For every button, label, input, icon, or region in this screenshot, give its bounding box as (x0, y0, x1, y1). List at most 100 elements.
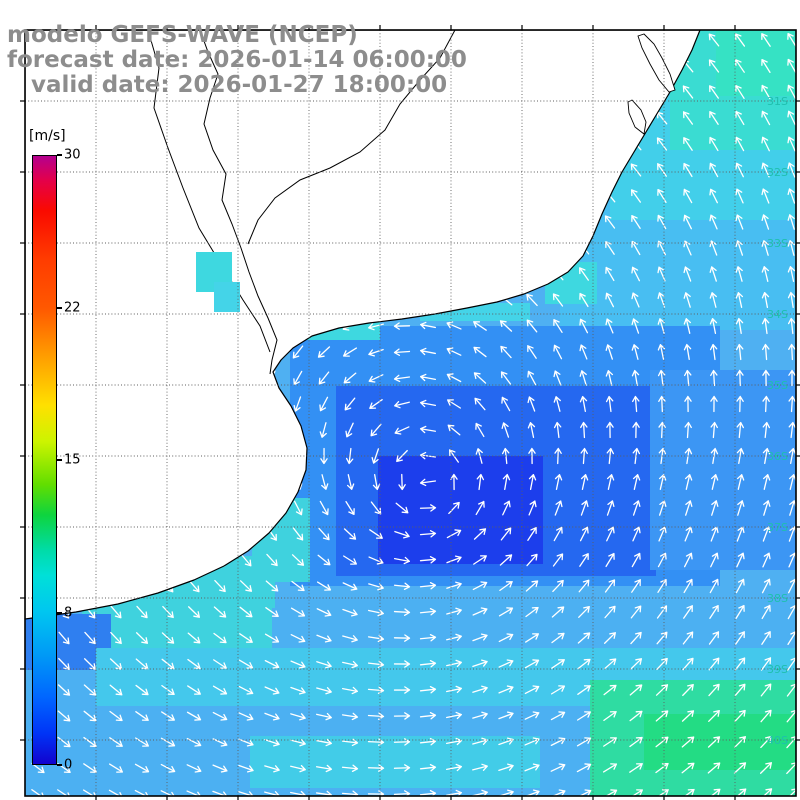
wind-arrow (264, 659, 280, 669)
wind-arrow (604, 579, 616, 593)
wind-arrow (734, 709, 746, 723)
wind-arrow (630, 163, 642, 177)
wind-arrow (58, 631, 70, 645)
lat-label: 33S (767, 237, 788, 250)
wind-arrow (525, 633, 539, 643)
wind-arrow (579, 344, 588, 360)
wind-arrow (708, 33, 720, 47)
wind-arrow (238, 712, 254, 721)
wind-arrow (476, 473, 485, 491)
wind-arrow (341, 686, 359, 695)
lat-label: 34S (767, 308, 788, 321)
coastal-lagoon (637, 33, 676, 93)
wind-arrow (161, 685, 175, 695)
wind-arrow (736, 447, 745, 465)
wind-arrow (681, 736, 695, 748)
river (147, 30, 271, 353)
wind-arrow (735, 110, 745, 126)
wind-arrow (579, 370, 587, 386)
wind-arrow (655, 684, 669, 696)
wind-arrow (708, 683, 720, 697)
wind-arrow (367, 738, 385, 746)
wind-arrow (419, 659, 437, 668)
wind-arrow (631, 579, 641, 593)
wind-arrow (83, 710, 97, 722)
wind-arrow (761, 604, 771, 620)
wind-arrow (393, 634, 411, 642)
wind-arrow (368, 348, 384, 357)
wind-arrow (264, 686, 280, 695)
wind-arrow (682, 85, 694, 99)
wind-arrow (526, 293, 538, 307)
wind-arrow (761, 33, 771, 47)
wind-arrow (292, 527, 304, 541)
wind-arrow (473, 321, 487, 331)
wind-arrow (710, 421, 718, 439)
wind-arrow (761, 136, 770, 152)
wind-arrow (709, 85, 719, 99)
wind-arrow (760, 683, 772, 697)
river (199, 30, 278, 375)
wind-arrow (603, 658, 617, 670)
wind-arrow (761, 214, 770, 230)
wind-arrow (683, 552, 693, 568)
wind-arrow (606, 421, 614, 439)
wind-arrow (291, 580, 305, 592)
wind-arrow (419, 399, 437, 408)
wind-arrow (187, 632, 201, 644)
wind-arrow (682, 631, 694, 645)
wind-arrow (84, 631, 96, 645)
wind-arrow (684, 395, 692, 413)
wind-arrow (526, 319, 538, 333)
wind-arrow (787, 266, 796, 282)
wind-arrow (57, 710, 71, 722)
lat-label: 32S (767, 166, 788, 179)
wind-arrow (290, 713, 306, 721)
colorbar-tick-mark (57, 154, 62, 156)
wind-arrow (762, 552, 771, 568)
wind-arrow (370, 423, 382, 437)
wind-arrow (760, 657, 772, 671)
wind-arrow (735, 631, 745, 645)
wind-arrow (475, 422, 485, 438)
wind-arrow (735, 85, 745, 99)
wind-arrow (657, 163, 667, 177)
wind-arrow (472, 685, 488, 693)
wind-arrow (161, 711, 175, 721)
wind-arrow (290, 764, 306, 773)
wind-arrow (342, 608, 358, 617)
wind-arrow (135, 711, 149, 721)
wind-arrow (290, 660, 306, 669)
wind-arrow (342, 582, 358, 591)
wind-arrow (393, 686, 411, 694)
wind-arrow (446, 659, 462, 668)
lat-label: 35S (767, 379, 788, 392)
wind-arrow (239, 633, 253, 643)
wind-arrow (655, 710, 669, 722)
wind-arrow (498, 607, 514, 617)
wind-arrow (419, 425, 437, 434)
wind-arrow (762, 421, 771, 439)
wind-arrow (393, 556, 411, 565)
wind-arrow (58, 657, 70, 671)
wind-arrow (134, 789, 150, 796)
wind-arrow (631, 318, 640, 334)
map-frame (24, 29, 797, 797)
wind-arrow (109, 710, 123, 722)
wind-arrow (788, 369, 796, 387)
wind-arrow (293, 370, 303, 386)
wind-arrow (735, 240, 744, 256)
wind-arrow (160, 763, 176, 773)
ocean-color-patch (250, 736, 540, 788)
wind-arrow (735, 214, 744, 230)
wind-arrow (446, 529, 462, 539)
wind-arrow (419, 451, 437, 460)
wind-arrow (187, 685, 201, 695)
wind-arrow (265, 580, 279, 592)
wind-arrow (761, 58, 771, 74)
wind-arrow (498, 633, 514, 643)
wind-arrow (733, 788, 747, 796)
wind-arrow (604, 605, 616, 619)
wind-arrow (711, 500, 719, 516)
